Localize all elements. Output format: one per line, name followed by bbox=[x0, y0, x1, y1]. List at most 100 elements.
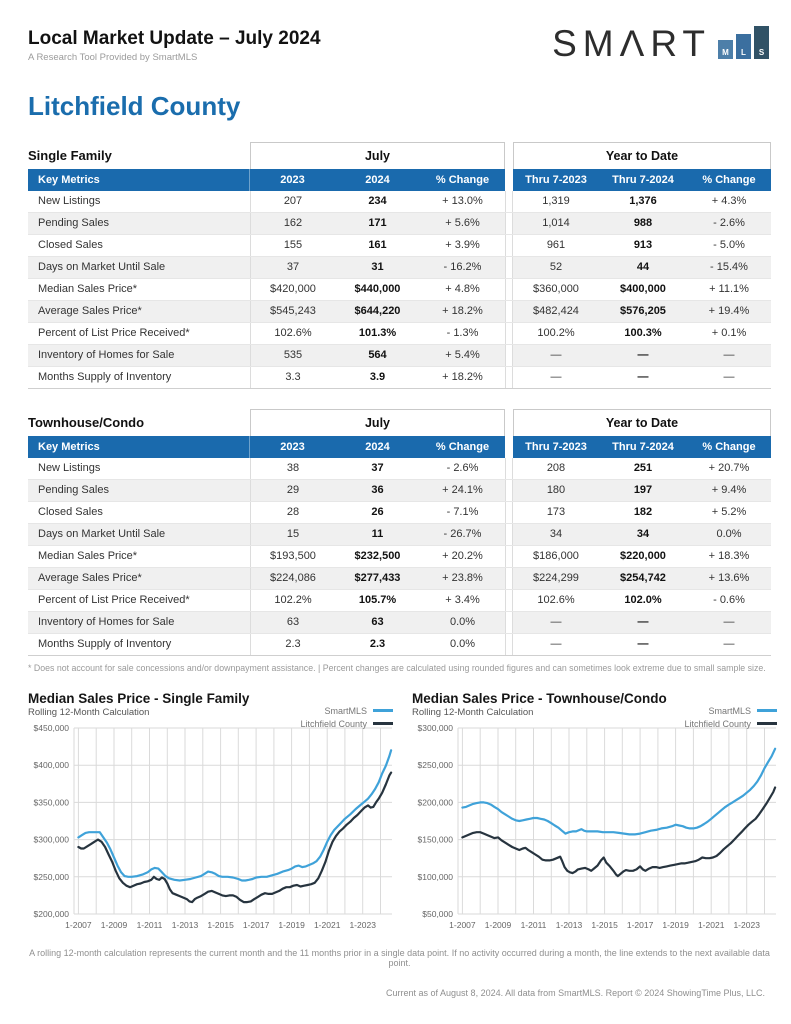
col-thru-2023: Thru 7-2023 bbox=[513, 169, 599, 191]
logo-block-m: M bbox=[718, 40, 733, 59]
metric-label: New Listings bbox=[38, 462, 101, 474]
metric-value: + 3.4% bbox=[445, 594, 480, 606]
metric-value: + 5.6% bbox=[420, 213, 505, 234]
metric-value: 102.6% bbox=[537, 594, 575, 606]
metric-value: $545,243 bbox=[250, 301, 335, 322]
metric-value: + 24.1% bbox=[420, 480, 505, 501]
group-header-ytd: Year to Date bbox=[513, 409, 771, 436]
col-pct-change: % Change bbox=[420, 436, 505, 458]
col-2024: 2024 bbox=[335, 169, 420, 191]
legend-item-smartmls: SmartMLS bbox=[684, 704, 777, 717]
svg-text:1-2015: 1-2015 bbox=[591, 920, 618, 930]
col-ytd-pct-change: % Change bbox=[687, 436, 771, 458]
metric-value: — bbox=[637, 371, 649, 383]
metric-value: — bbox=[599, 345, 687, 366]
table-row: Months Supply of Inventory 3.3 3.9 + 18.2% —… bbox=[28, 366, 771, 388]
metric-value: 988 bbox=[599, 213, 687, 234]
chart-legend: SmartMLS Litchfield County bbox=[684, 704, 777, 730]
svg-text:$450,000: $450,000 bbox=[34, 723, 70, 733]
line-chart-townhouse-condo: $50,000 $100,000 $150,000 $200,000 $250,000 $… bbox=[418, 723, 777, 930]
metric-value: + 20.7% bbox=[708, 462, 750, 474]
table-row: Closed Sales 28 26 - 7.1% 173 182 + 5.2% bbox=[28, 501, 771, 523]
group-gap bbox=[505, 524, 513, 545]
metric-label: Days on Market Until Sale bbox=[28, 524, 250, 545]
table-row: Days on Market Until Sale 37 31- 16.2% 52 44… bbox=[28, 256, 771, 278]
svg-text:$300,000: $300,000 bbox=[34, 835, 70, 845]
group-gap bbox=[505, 502, 513, 523]
table-row: Percent of List Price Received* 102.2% 105… bbox=[28, 589, 771, 611]
metric-value: 31 bbox=[335, 257, 420, 278]
svg-text:$50,000: $50,000 bbox=[422, 909, 453, 919]
metric-value: 37 bbox=[371, 462, 384, 474]
metric-value: 29 bbox=[250, 480, 335, 501]
metric-label: New Listings bbox=[38, 195, 101, 207]
smartmls-line-swatch bbox=[757, 709, 777, 712]
rolling-calculation-note: A rolling 12-month calculation represent… bbox=[29, 948, 770, 968]
metric-value: 102.6% bbox=[250, 323, 335, 344]
svg-text:1-2023: 1-2023 bbox=[349, 920, 376, 930]
metric-value: 180 bbox=[513, 480, 599, 501]
table-row: Pending Sales 162 171 + 5.6% 1,014 988- 2.6% bbox=[28, 212, 771, 234]
group-gap bbox=[505, 634, 513, 655]
metric-value: - 7.1% bbox=[446, 506, 479, 518]
metric-value: 913 bbox=[633, 239, 653, 251]
metric-value: + 4.8% bbox=[445, 283, 480, 295]
chart-subtitle: Rolling 12-Month Calculation bbox=[28, 707, 150, 718]
metric-value: 34 bbox=[513, 524, 599, 545]
smartmls-logo: SMΛRT M L S bbox=[552, 25, 769, 62]
metric-value: 37 bbox=[250, 257, 335, 278]
table-row: Pending Sales 29 36 + 24.1% 180 197 + 9.4% bbox=[28, 479, 771, 501]
table-column-header: Key Metrics 2023 2024 % Change Thru 7-20… bbox=[28, 169, 771, 191]
metric-value: - 2.6% bbox=[687, 213, 771, 234]
metric-value: + 19.4% bbox=[687, 301, 771, 322]
metric-value: 162 bbox=[250, 213, 335, 234]
svg-text:1-2009: 1-2009 bbox=[101, 920, 128, 930]
metric-value: 961 bbox=[546, 239, 566, 251]
chart-title: Median Sales Price - Single Family bbox=[28, 691, 250, 706]
metric-value: 1,319 bbox=[542, 195, 570, 207]
legend-label: SmartMLS bbox=[324, 705, 367, 716]
group-gap bbox=[505, 279, 513, 300]
table-row: Inventory of Homes for Sale 535 564 + 5.4% —… bbox=[28, 344, 771, 366]
metric-label: Closed Sales bbox=[38, 239, 103, 251]
metric-label: Median Sales Price* bbox=[38, 550, 138, 562]
group-gap bbox=[505, 367, 513, 388]
svg-text:1-2017: 1-2017 bbox=[243, 920, 270, 930]
line-chart-single-family: $200,000 $250,000 $300,000 $350,000 $400,000… bbox=[34, 723, 393, 930]
metric-label: Closed Sales bbox=[38, 506, 103, 518]
metric-value: $232,500 bbox=[354, 550, 401, 562]
table-body: New Listings 38 37 - 2.6% 208 251 + 20.7% Pendi… bbox=[28, 458, 771, 656]
legend-item-county: Litchfield County bbox=[684, 717, 777, 730]
metric-value: 101.3% bbox=[358, 327, 397, 339]
metric-value: — bbox=[550, 638, 562, 650]
metric-value: 38 bbox=[250, 458, 335, 479]
group-gap bbox=[505, 568, 513, 589]
table-footnote: * Does not account for sale concessions … bbox=[28, 663, 766, 673]
metric-value: $193,500 bbox=[250, 546, 335, 567]
col-thru-2023: Thru 7-2023 bbox=[513, 436, 599, 458]
metric-value: 197 bbox=[599, 480, 687, 501]
metric-value: 63 bbox=[335, 612, 420, 633]
group-gap bbox=[505, 191, 513, 212]
report-subtitle: A Research Tool Provided by SmartMLS bbox=[28, 52, 198, 63]
metric-value: — bbox=[513, 612, 599, 633]
group-gap bbox=[505, 257, 513, 278]
group-gap bbox=[505, 590, 513, 611]
metric-value: + 9.4% bbox=[687, 480, 771, 501]
metric-value: 102.2% bbox=[250, 590, 335, 611]
metric-value: + 18.3% bbox=[708, 550, 750, 562]
table-row: Months Supply of Inventory 2.3 2.3 0.0% — — — bbox=[28, 633, 771, 655]
legend-label: Litchfield County bbox=[684, 718, 751, 729]
svg-text:1-2021: 1-2021 bbox=[314, 920, 341, 930]
group-gap bbox=[505, 458, 513, 479]
metric-value: 535 bbox=[250, 345, 335, 366]
group-gap bbox=[505, 612, 513, 633]
metric-value: + 5.2% bbox=[711, 506, 747, 518]
group-gap bbox=[505, 546, 513, 567]
title-block: Local Market Update – July 2024 A Resear… bbox=[28, 20, 321, 63]
svg-text:1-2019: 1-2019 bbox=[662, 920, 689, 930]
chart-title: Median Sales Price - Townhouse/Condo bbox=[412, 691, 667, 706]
metric-value: $224,086 bbox=[250, 568, 335, 589]
chart-townhouse-condo: Median Sales Price - Townhouse/Condo Rol… bbox=[412, 691, 779, 938]
metric-value: 44 bbox=[599, 257, 687, 278]
